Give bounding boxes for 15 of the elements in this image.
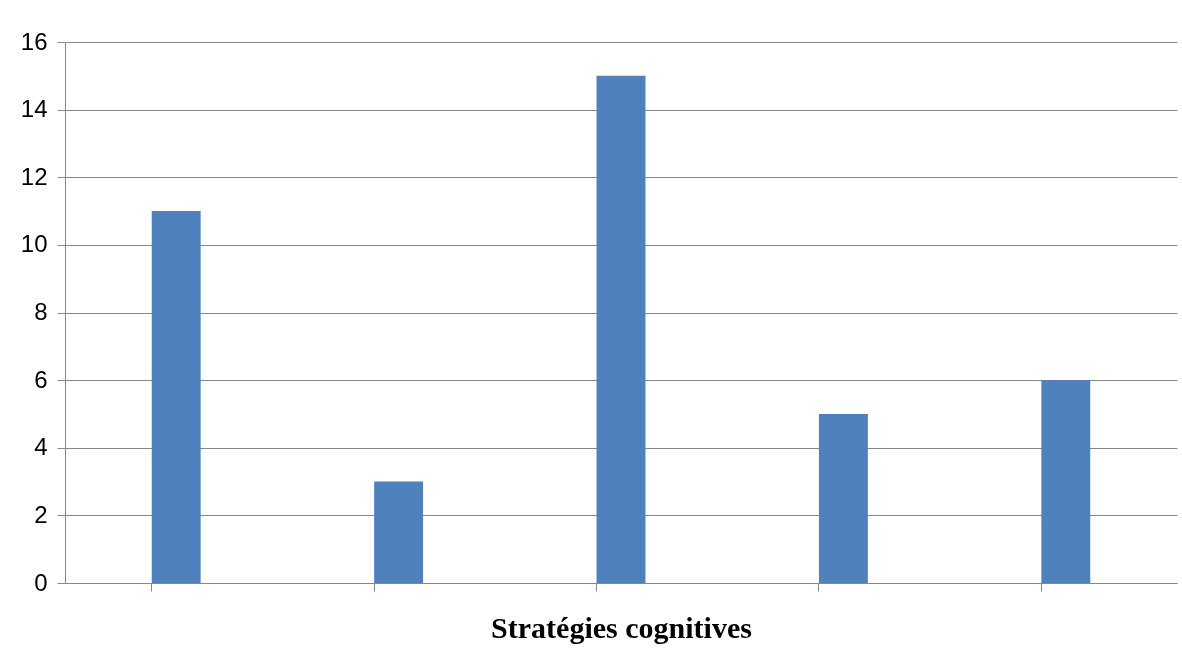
- y-tick-label: 14: [20, 95, 48, 123]
- y-tick-label: 4: [34, 433, 48, 461]
- bar: [151, 211, 201, 583]
- x-axis-title: Stratégies cognitives: [491, 611, 752, 644]
- y-tick-label: 10: [20, 230, 48, 258]
- bar: [374, 481, 424, 583]
- y-tick-label: 8: [34, 298, 48, 325]
- y-tick-label: 16: [20, 27, 48, 55]
- bar: [1041, 380, 1091, 583]
- bar: [818, 413, 868, 583]
- bar: [596, 75, 646, 583]
- y-tick-label: 12: [20, 162, 48, 190]
- y-tick-label: 6: [34, 365, 48, 393]
- y-tick-label: 0: [34, 568, 48, 596]
- y-tick-label: 2: [34, 500, 48, 528]
